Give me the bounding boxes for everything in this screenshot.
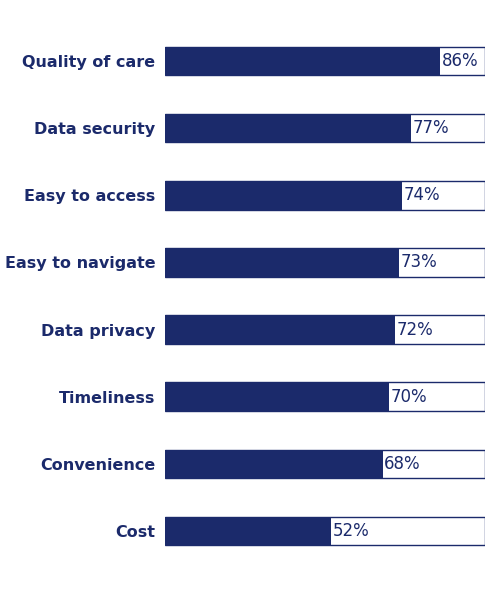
Bar [165, 249, 485, 276]
Text: 68%: 68% [384, 455, 421, 472]
Bar [165, 181, 402, 210]
Text: 77%: 77% [413, 120, 450, 137]
Bar [389, 382, 485, 411]
Text: 86%: 86% [442, 52, 478, 70]
Text: 52%: 52% [333, 522, 370, 540]
Bar [165, 449, 382, 478]
Bar [165, 382, 485, 411]
Bar [412, 114, 485, 143]
Bar [165, 114, 485, 143]
Bar [396, 316, 485, 343]
Bar [165, 181, 485, 210]
Bar [398, 249, 485, 276]
Text: 72%: 72% [397, 320, 434, 339]
Text: 74%: 74% [404, 186, 440, 204]
Bar [165, 449, 485, 478]
Text: 70%: 70% [390, 388, 427, 406]
Bar [402, 181, 485, 210]
Bar [382, 449, 485, 478]
Bar [165, 47, 440, 75]
Bar [165, 517, 485, 545]
Bar [165, 316, 485, 343]
Bar [165, 382, 389, 411]
Bar [165, 517, 332, 545]
Bar [165, 114, 412, 143]
Text: 73%: 73% [400, 253, 437, 272]
Bar [165, 249, 398, 276]
Bar [440, 47, 485, 75]
Bar [165, 316, 396, 343]
Bar [332, 517, 485, 545]
Bar [165, 47, 485, 75]
